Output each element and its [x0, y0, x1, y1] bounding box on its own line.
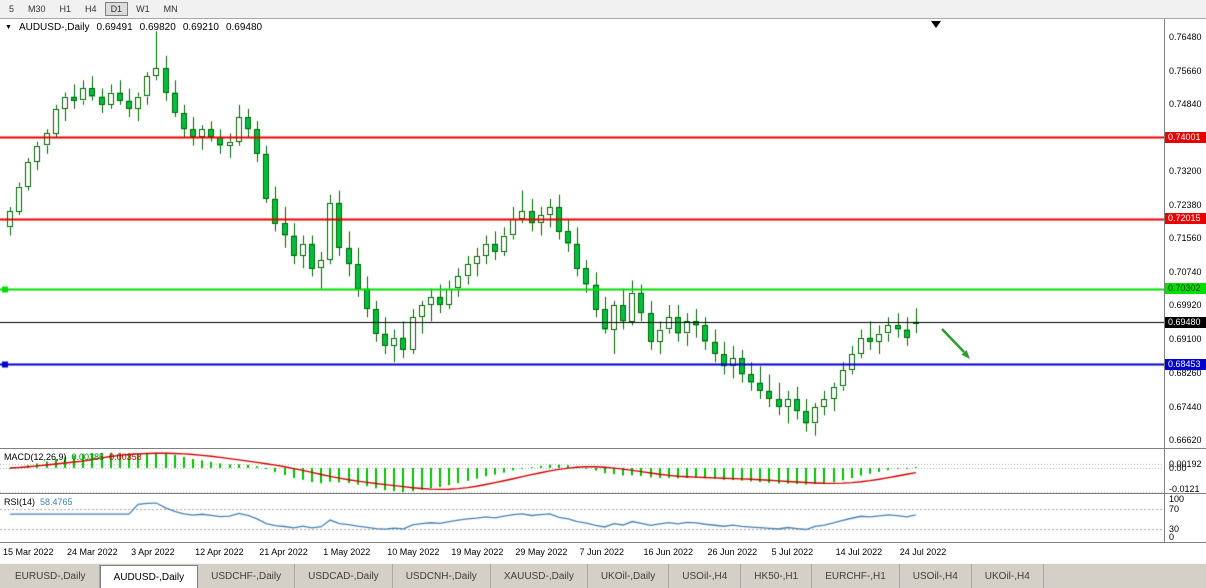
chart-tab-audusd-daily[interactable]: AUDUSD-,Daily — [99, 565, 199, 588]
macd-label: MACD(12,26,9) 0.00385 0.00358 — [4, 452, 142, 462]
macd-name: MACD(12,26,9) — [4, 452, 67, 462]
price-tick: 0.76480 — [1169, 32, 1202, 43]
chart-tab-usdchf-daily[interactable]: USDCHF-,Daily — [198, 564, 296, 588]
price-tick: 0.68260 — [1169, 368, 1202, 378]
price-badge-0.74001: 0.74001 — [1164, 131, 1206, 143]
macd-panel: MACD(12,26,9) 0.00385 0.00358 0.00192 0.0… — [0, 448, 1206, 494]
timeframe-button-5[interactable]: 5 — [9, 4, 15, 14]
date-tick: 14 Jul 2022 — [835, 547, 883, 557]
price-tick: 0.75660 — [1169, 65, 1202, 76]
date-tick: 16 Jun 2022 — [643, 547, 694, 557]
chart-tab-ukoil-h4[interactable]: UKOil-,H4 — [972, 564, 1044, 588]
macd-axis-label: 0.00 — [1169, 462, 1187, 473]
date-tick: 1 May 2022 — [323, 547, 371, 557]
timeframe-toolbar: 5 M30 H1 H4 D1 W1 MN — [0, 0, 1206, 19]
price-tick: 0.69920 — [1169, 300, 1202, 311]
rsi-canvas[interactable] — [0, 495, 1164, 543]
main-chart-region: ▼ AUDUSD-,Daily 0.69491 0.69820 0.69210 … — [0, 19, 1206, 448]
price-badge-0.72015: 0.72015 — [1164, 213, 1206, 225]
price-tick: 0.72380 — [1169, 199, 1202, 210]
main-chart-canvas[interactable] — [0, 19, 1164, 448]
price-tick: 0.73200 — [1169, 166, 1202, 177]
ohlc-low: 0.69210 — [182, 22, 219, 33]
symbol-name: AUDUSD-,Daily — [18, 22, 90, 33]
price-badge-0.68453: 0.68453 — [1164, 358, 1206, 370]
macd-axis-label: -0.0121 — [1169, 484, 1200, 494]
rsi-value: 58.4765 — [40, 497, 73, 507]
price-axis-separator — [1164, 19, 1165, 542]
macd-signal-value: 0.00358 — [109, 452, 142, 462]
date-tick: 15 Mar 2022 — [3, 547, 54, 557]
date-tick: 29 May 2022 — [515, 547, 568, 557]
macd-axis-label: 0.00192 — [1169, 459, 1202, 470]
price-tick: 0.71560 — [1169, 233, 1202, 244]
price-tick: 0.66620 — [1169, 435, 1202, 445]
chart-tab-eurusd-daily[interactable]: EURUSD-,Daily — [2, 564, 100, 588]
macd-value: 0.00385 — [71, 452, 105, 462]
date-tick: 21 Apr 2022 — [259, 547, 308, 557]
rsi-axis-label: 100 — [1169, 494, 1185, 504]
chart-tab-usdcad-daily[interactable]: USDCAD-,Daily — [295, 564, 393, 588]
timeframe-button-H1[interactable]: H1 — [59, 4, 72, 14]
rsi-axis-label: 0 — [1169, 532, 1175, 542]
price-badge-0.70302: 0.70302 — [1164, 283, 1206, 295]
price-tick: 0.67440 — [1169, 401, 1202, 412]
chart-tab-xauusd-daily[interactable]: XAUUSD-,Daily — [491, 564, 588, 588]
rsi-panel: RSI(14) 58.4765 100 70 30 0 — [0, 493, 1206, 543]
date-tick: 26 Jun 2022 — [707, 547, 758, 557]
symbol-dropdown-icon[interactable]: ▼ — [5, 24, 12, 31]
chart-tab-usoil-h4[interactable]: USOil-,H4 — [900, 564, 972, 588]
timeframe-button-D1[interactable]: D1 — [104, 2, 129, 16]
chart-ohlc-header: ▼ AUDUSD-,Daily 0.69491 0.69820 0.69210 … — [5, 22, 262, 33]
macd-axis: 0.00192 0.00 -0.0121 — [1164, 449, 1206, 494]
chart-tab-ukoil-daily[interactable]: UKOil-,Daily — [588, 564, 670, 588]
chart-tab-usoil-h4[interactable]: USOil-,H4 — [669, 564, 742, 588]
date-tick: 24 Jul 2022 — [899, 547, 947, 557]
chart-tabbar: EURUSD-,Daily AUDUSD-,Daily USDCHF-,Daily U… — [0, 563, 1206, 588]
timeframe-button-MN[interactable]: MN — [163, 4, 178, 14]
arrow-annotation[interactable] — [938, 325, 980, 367]
date-tick: 24 Mar 2022 — [67, 547, 118, 557]
chart-tab-hk50-h1[interactable]: HK50-,H1 — [741, 564, 813, 588]
rsi-name: RSI(14) — [4, 497, 36, 507]
rsi-axis: 100 70 30 0 — [1164, 494, 1206, 542]
ohlc-close: 0.69480 — [225, 22, 263, 33]
macd-canvas[interactable] — [0, 450, 1164, 494]
ohlc-high: 0.69820 — [139, 22, 176, 33]
date-tick: 3 Apr 2022 — [131, 547, 175, 557]
price-tick: 0.70740 — [1169, 266, 1202, 277]
ohlc-open: 0.69491 — [96, 22, 133, 33]
date-tick: 12 Apr 2022 — [195, 547, 244, 557]
date-tick: 10 May 2022 — [387, 547, 440, 557]
price-tick: 0.74840 — [1169, 99, 1202, 110]
timeframe-button-M30[interactable]: M30 — [28, 4, 46, 14]
date-axis[interactable]: 15 Mar 2022 24 Mar 2022 3 Apr 2022 12 Apr 2… — [0, 542, 1206, 563]
date-tick: 7 Jun 2022 — [579, 547, 624, 557]
rsi-axis-label: 30 — [1169, 523, 1180, 534]
main-price-axis[interactable]: 0.764800.756600.748400.740200.732000.723… — [1164, 19, 1206, 448]
rsi-axis-label: 70 — [1169, 504, 1180, 515]
chart-tab-eurchf-h1[interactable]: EURCHF-,H1 — [812, 564, 900, 588]
date-tick: 19 May 2022 — [451, 547, 504, 557]
rsi-label: RSI(14) 58.4765 — [4, 497, 73, 507]
chart-shift-marker[interactable] — [931, 21, 941, 28]
price-badge-0.69480: 0.69480 — [1164, 316, 1206, 328]
date-tick: 5 Jul 2022 — [771, 547, 814, 557]
timeframe-button-W1[interactable]: W1 — [136, 4, 150, 14]
timeframe-button-H4[interactable]: H4 — [85, 4, 97, 14]
chart-tab-usdcnh-daily[interactable]: USDCNH-,Daily — [393, 564, 491, 588]
price-tick: 0.69100 — [1169, 333, 1202, 344]
